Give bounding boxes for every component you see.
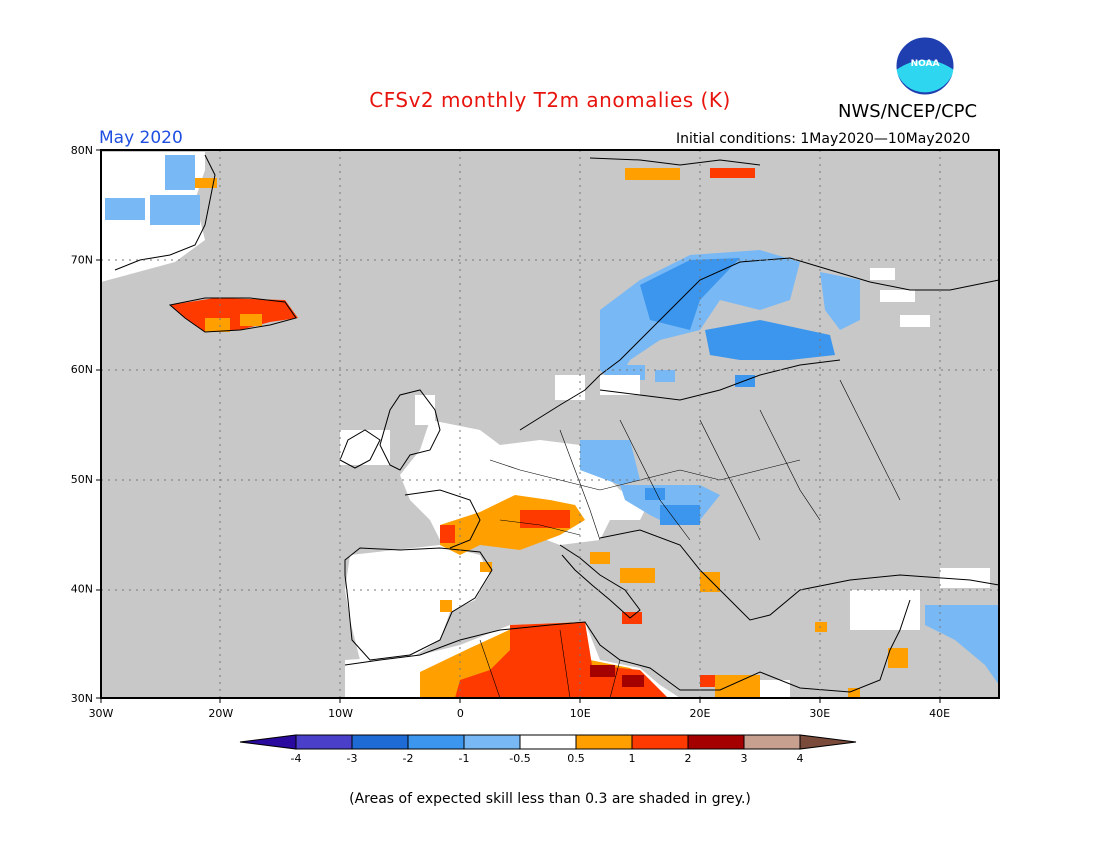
latitude-label: 30N [71, 692, 93, 705]
colorbar-tick-label: 1 [629, 752, 636, 765]
latitude-label: 60N [71, 363, 93, 376]
colorbar-swatch [575, 734, 633, 750]
colorbar-tick-label: -1 [459, 752, 470, 765]
colorbar-tick-label: 4 [797, 752, 804, 765]
colorbar-swatch [743, 734, 801, 750]
colorbar-tick-label: -4 [291, 752, 302, 765]
skill-caption: (Areas of expected skill less than 0.3 a… [349, 791, 751, 807]
initial-conditions-label: Initial conditions: 1May2020—10May2020 [676, 131, 971, 147]
colorbar-tick-label: 3 [741, 752, 748, 765]
colorbar-tick-label: -2 [403, 752, 414, 765]
colorbar-tick-label: 0.5 [567, 752, 585, 765]
colorbar-swatch [295, 734, 353, 750]
colorbar-tick-label: -3 [347, 752, 358, 765]
colorbar-swatch-max [799, 734, 857, 750]
colorbar-swatch [351, 734, 409, 750]
noaa-logo-text: NOAA [911, 59, 940, 69]
anomaly-shading [101, 152, 999, 698]
longitude-label: 40E [929, 707, 950, 720]
valid-month-label: May 2020 [99, 128, 183, 148]
latitude-label: 50N [71, 473, 93, 486]
longitude-labels: 30W 20W 10W 0 10E 20E 30E 40E [89, 707, 951, 720]
longitude-label: 10E [570, 707, 591, 720]
latitude-label: 40N [71, 582, 93, 595]
latitude-labels: 80N 70N 60N 50N 40N 30N [71, 144, 93, 705]
colorbar-tick-label: 2 [685, 752, 692, 765]
longitude-label: 30E [809, 707, 830, 720]
colorbar-swatch [463, 734, 521, 750]
longitude-label: 20E [690, 707, 711, 720]
map-frame [100, 149, 1000, 699]
colorbar-tick-label: -0.5 [509, 752, 530, 765]
longitude-label: 10W [328, 707, 353, 720]
chart-title: CFSv2 monthly T2m anomalies (K) [369, 88, 731, 112]
longitude-label: 20W [208, 707, 233, 720]
colorbar-swatch [519, 734, 577, 750]
latitude-label: 70N [71, 254, 93, 267]
colorbar-swatch [631, 734, 689, 750]
colorbar-swatch-min [239, 734, 297, 750]
colorbar: -4 -3 -2 -1 -0.5 0.5 1 2 3 4 [239, 734, 857, 765]
longitude-label: 30W [89, 707, 114, 720]
colorbar-swatch [687, 734, 745, 750]
graticule [101, 150, 999, 698]
colorbar-swatch [407, 734, 465, 750]
organization-label: NWS/NCEP/CPC [838, 101, 978, 122]
map-background [101, 150, 999, 698]
noaa-logo-icon: NOAA [893, 34, 957, 98]
latitude-label: 80N [71, 144, 93, 157]
longitude-label: 0 [457, 707, 464, 720]
axis-ticks [96, 149, 941, 703]
